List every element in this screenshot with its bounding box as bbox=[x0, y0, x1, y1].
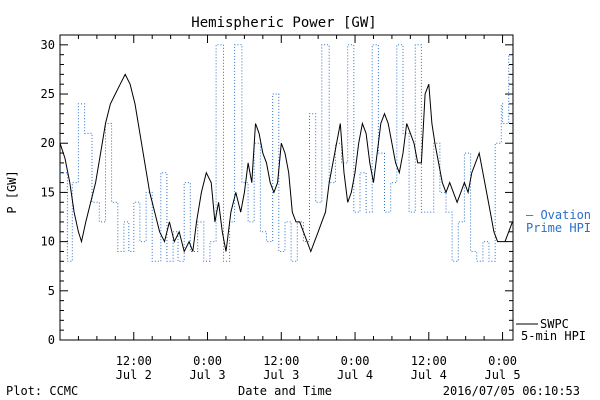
x-tick-date-label: Jul 4 bbox=[411, 368, 447, 382]
y-tick-label: 20 bbox=[41, 136, 55, 150]
legend-ovation-line1: — Ovation bbox=[526, 208, 591, 222]
y-tick-label: 15 bbox=[41, 185, 55, 199]
x-tick-time-label: 12:00 bbox=[116, 354, 152, 368]
y-tick-label: 10 bbox=[41, 235, 55, 249]
x-tick-time-label: 12:00 bbox=[263, 354, 299, 368]
footer-credit: Plot: CCMC bbox=[6, 384, 78, 398]
x-tick-time-label: 0:00 bbox=[193, 354, 222, 368]
y-axis-ticks: 0 5 10 15 20 25 30 bbox=[41, 34, 513, 347]
x-tick-date-label: Jul 4 bbox=[337, 368, 373, 382]
x-tick-date-label: Jul 5 bbox=[484, 368, 520, 382]
legend-swpc-line1: SWPC bbox=[540, 317, 569, 331]
x-tick-date-label: Jul 3 bbox=[189, 368, 225, 382]
y-tick-label: 25 bbox=[41, 87, 55, 101]
swpc-hpi-line bbox=[59, 73, 513, 253]
ovation-prime-hpi-line bbox=[60, 44, 513, 262]
y-tick-label: 30 bbox=[41, 38, 55, 52]
y-tick-label: 5 bbox=[48, 284, 55, 298]
x-tick-time-label: 0:00 bbox=[341, 354, 370, 368]
legend-ovation-line2: Prime HPI bbox=[526, 221, 591, 235]
x-tick-time-label: 12:00 bbox=[411, 354, 447, 368]
legend-swpc-line2: 5-min HPI bbox=[521, 329, 586, 343]
x-tick-date-label: Jul 2 bbox=[116, 368, 152, 382]
footer-timestamp: 2016/07/05 06:10:53 bbox=[443, 384, 580, 398]
y-axis-label: P [GW] bbox=[5, 170, 19, 213]
x-tick-date-label: Jul 3 bbox=[263, 368, 299, 382]
y-tick-label: 0 bbox=[48, 333, 55, 347]
series-layer bbox=[59, 44, 513, 262]
chart-title: Hemispheric Power [GW] bbox=[191, 15, 376, 31]
x-axis-label: Date and Time bbox=[238, 384, 332, 398]
x-tick-time-label: 0:00 bbox=[488, 354, 517, 368]
plot-frame bbox=[59, 34, 514, 341]
